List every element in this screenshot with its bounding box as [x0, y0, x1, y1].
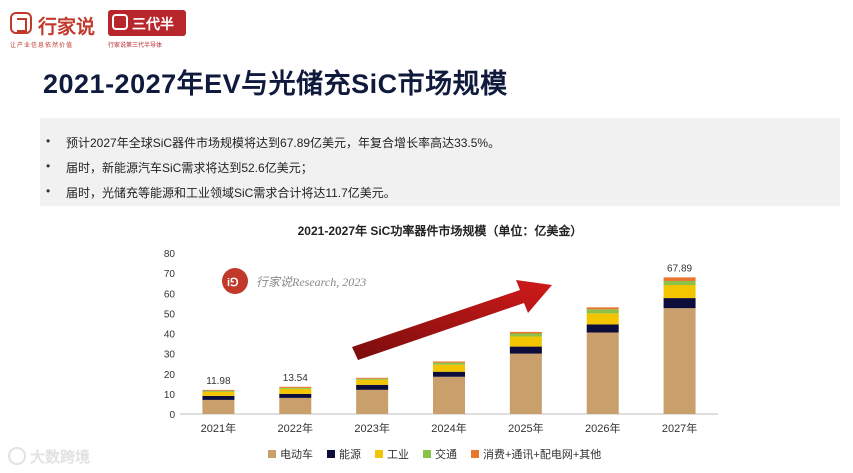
- y-tick-label: 50: [164, 309, 176, 320]
- watermark-logo-icon: [222, 268, 248, 294]
- bar-segment: [663, 277, 696, 281]
- bar-segment: [356, 389, 389, 414]
- legend-swatch: [471, 450, 479, 458]
- x-tick-label: 2025年: [508, 421, 543, 435]
- logo-box: 三代半: [108, 10, 186, 36]
- brand-mark-icon: [112, 14, 128, 30]
- y-tick-label: 80: [164, 249, 176, 260]
- x-tick-label: 2022年: [278, 421, 313, 435]
- bar-segment: [433, 364, 465, 372]
- bar-segment: [356, 377, 389, 379]
- legend-label: 电动车: [280, 447, 313, 461]
- bottom-watermark: 大数跨境: [8, 446, 90, 467]
- y-tick-label: 70: [164, 269, 176, 280]
- y-tick-label: 40: [164, 330, 176, 341]
- bar-segment: [202, 399, 235, 414]
- bar-segment: [663, 308, 696, 414]
- legend-label: 能源: [339, 447, 361, 461]
- bar-segment: [279, 393, 312, 398]
- bar-segment: [586, 332, 619, 414]
- x-tick-label: 2023年: [354, 421, 389, 435]
- bar-segment: [356, 378, 389, 380]
- x-tick-label: 2021年: [201, 421, 236, 435]
- legend-swatch: [375, 450, 383, 458]
- bar-segment: [509, 346, 542, 354]
- cagr-arrow: [352, 280, 552, 360]
- logo-name: 行家说: [38, 17, 96, 38]
- chart-title: 2021-2027年 SiC功率器件市场规模（单位：亿美金）: [297, 224, 583, 238]
- watermark-circle-icon: [8, 447, 26, 465]
- x-tick-label: 2024年: [431, 421, 466, 435]
- bar-segment: [433, 371, 465, 377]
- bar-segment: [509, 336, 542, 347]
- bar-segment: [356, 384, 389, 390]
- y-tick-label: 30: [164, 350, 176, 361]
- bar-segment: [202, 389, 235, 391]
- data-label: 67.89: [667, 263, 692, 274]
- bar-segment: [202, 391, 235, 396]
- bar-segment: [279, 387, 312, 389]
- bar-segment: [586, 324, 619, 333]
- logo-sandaiban: 三代半 行家说第三代半导体: [108, 10, 188, 50]
- legend-label: 工业: [387, 448, 409, 461]
- brand-mark-icon: [10, 12, 32, 34]
- bar-segment: [433, 376, 465, 414]
- legend-swatch: [268, 450, 276, 458]
- bottom-watermark-text: 大数跨境: [30, 449, 91, 466]
- bar-segment: [586, 307, 619, 310]
- legend-swatch: [423, 450, 431, 458]
- bar-segment: [586, 309, 619, 314]
- bar-segment: [202, 395, 235, 400]
- y-tick-label: 60: [164, 289, 176, 300]
- logo-slogan: 让产业信息依然价值: [10, 43, 74, 49]
- bar-segment: [279, 386, 312, 388]
- bullet-item: 预计2027年全球SiC器件市场规模将达到67.89亿美元，年复合增长率高达33…: [46, 134, 500, 151]
- page-title: 2021-2027年EV与光储充SiC市场规模: [43, 69, 508, 99]
- bar-segment: [509, 331, 542, 334]
- bar-segment: [433, 362, 465, 365]
- y-tick-label: 0: [169, 410, 175, 421]
- legend-label: 消费+通讯+配电网+其他: [483, 447, 601, 461]
- x-tick-label: 2026年: [585, 421, 620, 435]
- bar-segment: [663, 284, 696, 299]
- logo-secondary-sub: 行家说第三代半导体: [108, 43, 163, 49]
- data-label: 13.54: [283, 373, 308, 384]
- bullet-item: 届时，光储充等能源和工业领域SiC需求合计将达11.7亿美元。: [46, 184, 396, 201]
- watermark-logo-glyph: i⅁: [227, 277, 239, 289]
- bar-segment: [509, 353, 542, 414]
- bar-segment: [356, 379, 389, 385]
- bar-segment: [279, 397, 312, 414]
- bar-segment: [663, 280, 696, 285]
- bullet-item: 届时，新能源汽车SiC需求将达到52.6亿美元；: [46, 159, 313, 176]
- bar-segment: [279, 388, 312, 394]
- logo-secondary-name: 三代半: [132, 16, 174, 32]
- legend-label: 交通: [435, 447, 457, 461]
- y-tick-label: 10: [164, 390, 176, 401]
- summary-box: 预计2027年全球SiC器件市场规模将达到67.89亿美元，年复合增长率高达33…: [40, 118, 840, 206]
- bar-segment: [663, 298, 696, 309]
- data-label: 11.98: [206, 376, 231, 387]
- x-tick-label: 2027年: [662, 421, 697, 435]
- logo-hangjiashuo: 行家说 让产业信息依然价值: [10, 10, 105, 50]
- legend-swatch: [327, 450, 335, 458]
- bar-segment: [202, 390, 235, 392]
- bar-segment: [586, 313, 619, 325]
- y-tick-label: 20: [164, 370, 176, 381]
- watermark-text: 行家说Research, 2023: [256, 275, 366, 289]
- bar-segment: [509, 333, 542, 337]
- bar-segment: [433, 361, 465, 363]
